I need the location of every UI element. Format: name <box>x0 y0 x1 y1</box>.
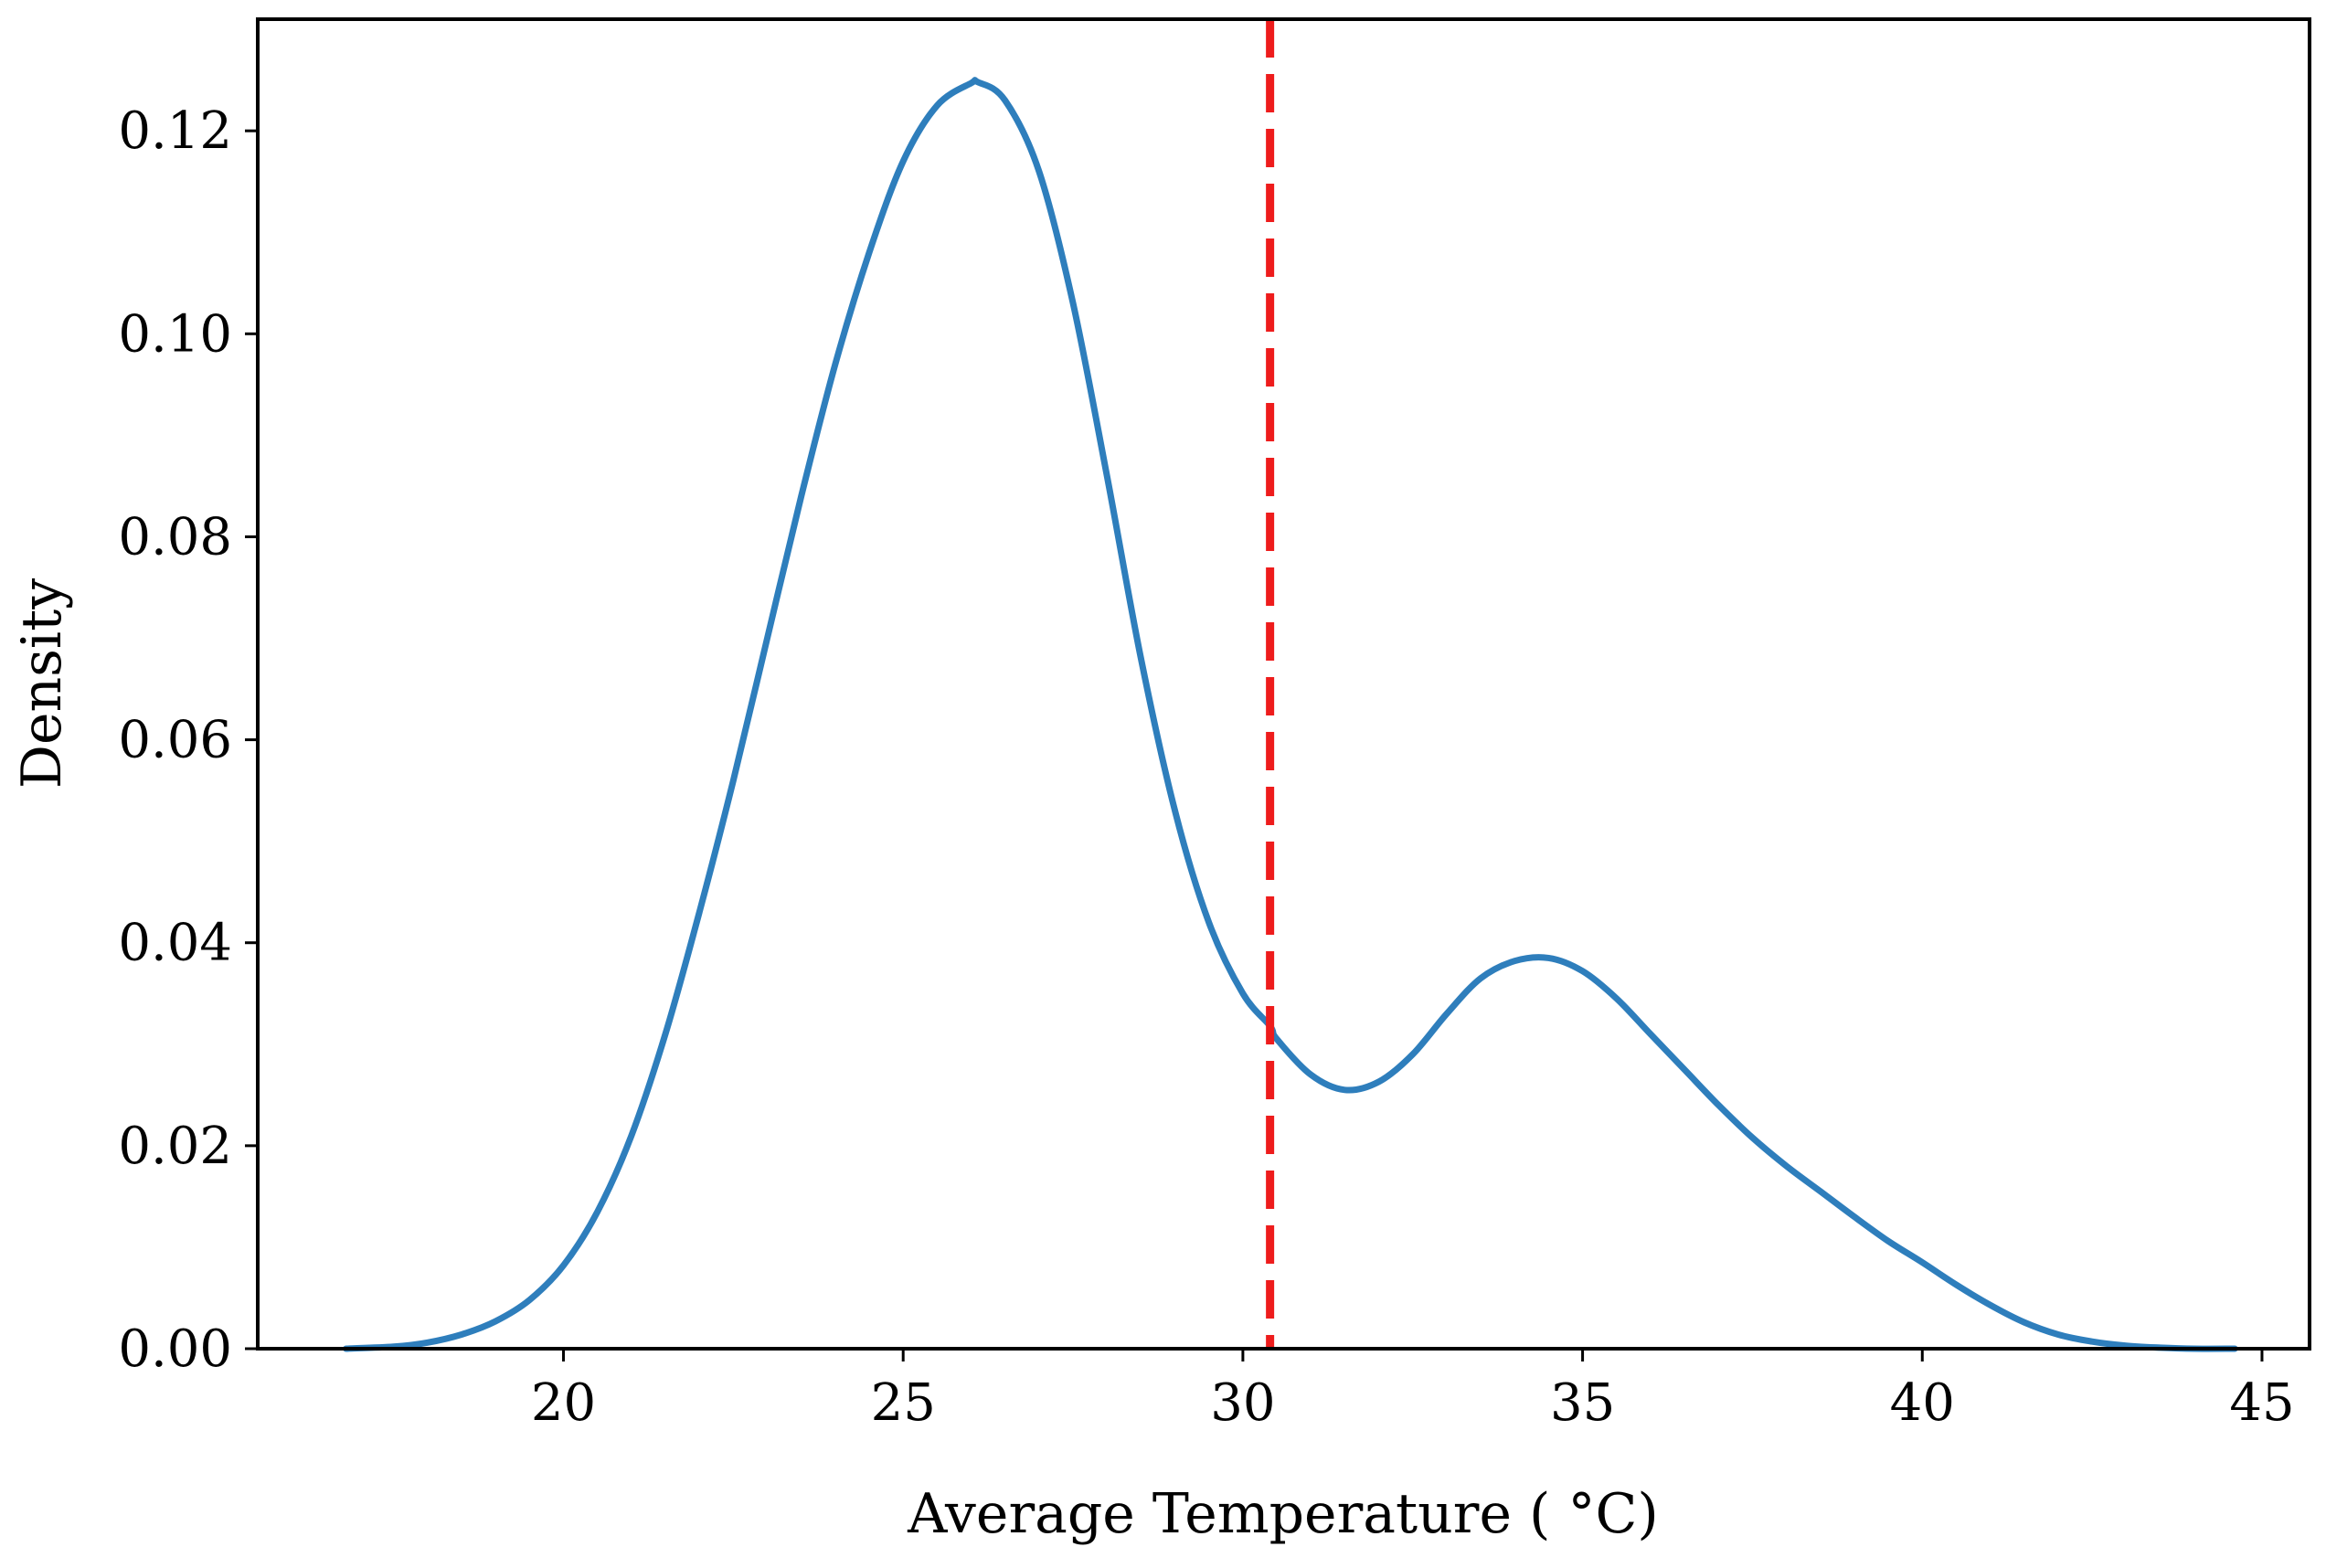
plot-background <box>258 19 2310 1349</box>
y-tick-label: 0.12 <box>118 101 232 161</box>
y-axis-label: Density <box>10 578 74 789</box>
x-tick-label: 40 <box>1890 1373 1955 1433</box>
x-tick-label: 25 <box>871 1373 936 1433</box>
x-axis-label: Average Temperature ( °C) <box>907 1482 1659 1546</box>
x-tick-label: 30 <box>1210 1373 1275 1433</box>
x-tick-label: 20 <box>531 1373 596 1433</box>
y-axis: 0.00 0.02 0.04 0.06 0.08 0.10 0.12 <box>118 101 258 1379</box>
y-tick-label: 0.00 <box>118 1319 232 1379</box>
y-tick-label: 0.02 <box>118 1117 232 1176</box>
x-tick-label: 35 <box>1550 1373 1615 1433</box>
y-tick-label: 0.08 <box>118 507 232 567</box>
x-tick-label: 45 <box>2229 1373 2294 1433</box>
plot-frame <box>256 17 2311 1351</box>
y-tick-label: 0.10 <box>118 304 232 364</box>
x-axis: 20 25 30 35 40 45 <box>531 1349 2295 1433</box>
y-tick-label: 0.06 <box>118 711 232 770</box>
density-curve-series-0 <box>343 77 2238 1352</box>
y-tick-label: 0.04 <box>118 914 232 973</box>
series-layer <box>343 77 2238 1352</box>
